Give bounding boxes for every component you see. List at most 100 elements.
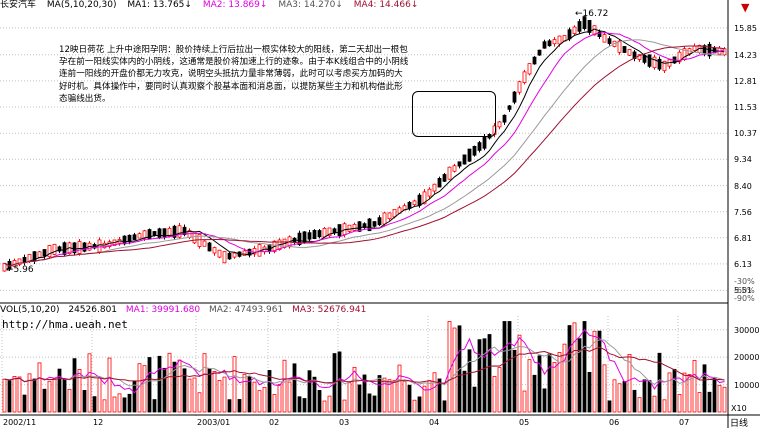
volume-bar	[112, 396, 117, 413]
red-marker-icon[interactable]: ▼	[741, 1, 750, 14]
price-tick-label: 11.53	[734, 102, 757, 112]
period-label[interactable]: 日线	[730, 419, 749, 429]
volume-bar	[682, 372, 687, 413]
volume-bar	[127, 393, 132, 413]
volume-bar	[677, 394, 682, 413]
ma10-line	[4, 32, 725, 267]
volume-bar	[317, 389, 322, 413]
volume-bar	[12, 376, 17, 413]
volume-bar	[522, 390, 527, 413]
candle-body	[297, 232, 302, 246]
volume-bar	[642, 379, 647, 413]
candle-body	[327, 227, 332, 237]
price-tick-label: 15.85	[734, 23, 757, 33]
volume-bar	[67, 388, 72, 413]
volume-bar	[297, 396, 302, 413]
volume-bar	[607, 400, 612, 413]
price-tick-label: 8.40	[734, 181, 752, 191]
candle-body	[417, 194, 422, 206]
volume-bar	[472, 386, 477, 413]
volume-bar	[692, 359, 697, 413]
vol-value: 24526.801	[68, 305, 118, 315]
candle-body	[317, 230, 322, 238]
volume-bar	[597, 330, 602, 413]
candle-body	[547, 40, 552, 47]
volume-bar	[377, 375, 382, 413]
candle-body	[602, 34, 607, 43]
volume-bar	[602, 364, 607, 413]
candle-body	[532, 56, 537, 65]
candle-body	[42, 249, 47, 257]
candle-body	[447, 166, 452, 180]
candle-body	[472, 145, 477, 156]
ma30-line	[4, 45, 725, 267]
volume-bar	[147, 357, 152, 413]
volume-bar	[72, 358, 77, 413]
volume-bar	[572, 322, 577, 413]
volume-bar	[422, 385, 427, 413]
candle-body	[432, 183, 437, 192]
volume-bar	[537, 355, 542, 413]
date-tick-label: 05	[519, 418, 530, 427]
volume-bar	[712, 377, 717, 413]
candle-body	[182, 226, 187, 235]
candle-body	[367, 218, 372, 232]
candle-body	[47, 245, 52, 258]
candle-body	[617, 40, 622, 53]
volume-bar	[182, 368, 187, 413]
candle-body	[347, 224, 352, 232]
candle-body	[22, 256, 27, 263]
volume-bar	[672, 368, 677, 413]
price-high-label: ←16.72	[575, 9, 609, 19]
volume-bar	[262, 386, 267, 413]
volume-bar	[87, 353, 92, 413]
candle-body	[62, 242, 67, 255]
candle-body	[437, 178, 442, 188]
candle-body	[212, 247, 217, 254]
volume-bar	[717, 384, 722, 413]
candle-body	[422, 191, 427, 205]
price-tick-label: 14.23	[734, 50, 757, 60]
volume-bar	[207, 368, 212, 413]
stock-name[interactable]: 长安汽车	[0, 0, 37, 10]
volume-bar	[172, 361, 177, 413]
volume-tick-label: 20000	[734, 353, 760, 363]
candle-body	[122, 235, 127, 245]
volume-bar	[512, 349, 517, 413]
candle-body	[497, 121, 502, 128]
volume-bar	[42, 388, 47, 413]
volume-bar	[397, 364, 402, 413]
volume-bar	[417, 396, 422, 413]
date-tick-label: 12	[93, 418, 104, 427]
volume-tick-label: 30000	[734, 325, 760, 335]
candle-body	[207, 242, 212, 252]
candle-body	[252, 248, 257, 255]
candle-body	[162, 228, 167, 238]
candle-body	[537, 49, 542, 56]
candle-body	[382, 212, 387, 225]
volume-bar	[227, 399, 232, 413]
candle-body	[97, 239, 102, 253]
moving-average-lines	[4, 28, 725, 267]
candle-body	[372, 221, 377, 227]
volume-bar	[267, 370, 272, 413]
candle-body	[567, 29, 572, 40]
volume-bar	[407, 384, 412, 413]
percent-tick-label: -30%	[734, 277, 755, 286]
volume-bar	[452, 327, 457, 413]
volume-bar	[652, 395, 657, 413]
volume-bar	[627, 353, 632, 413]
ma5-line	[4, 28, 725, 267]
volume-bar	[582, 321, 587, 413]
candle-body	[512, 91, 517, 103]
volume-bar	[497, 367, 502, 413]
volume-bar	[47, 380, 52, 413]
candle-body	[647, 54, 652, 67]
volume-bar	[432, 372, 437, 413]
volume-header: VOL(5,10,20) 24526.801 MA1: 39991.680 MA…	[0, 304, 730, 316]
pattern-highlight-box	[412, 91, 496, 137]
candle-body	[467, 148, 472, 162]
volume-bar	[62, 378, 67, 413]
candle-body	[677, 51, 682, 63]
